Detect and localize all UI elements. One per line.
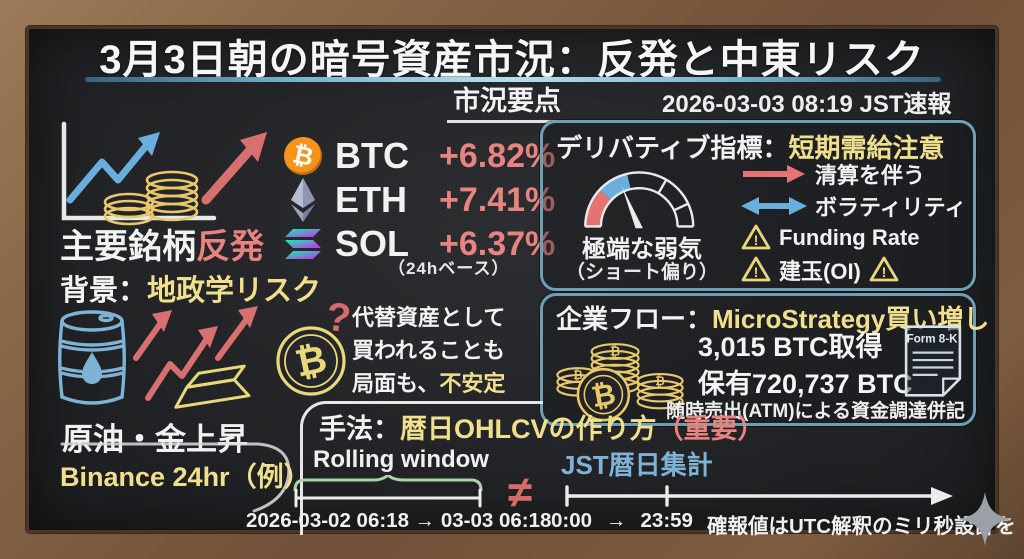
corporate-flow-panel: 企業フロー：MicroStrategy買い増し ₿ ₿ ₿ ₿ 3,015 BT… [540,293,989,426]
volatility-text-1: 清算を伴う [815,162,926,188]
rally-chart-icon [61,121,267,226]
method-accent: 暦日OHLCVの作り方 [400,414,657,444]
funding-rate-text: Funding Rate [779,224,920,250]
eth-icon [291,178,315,222]
derivatives-detail-rows: 清算を伴う ボラティリティ ! Funding Rate [741,159,966,284]
not-equal-sign: ≠ [508,468,533,517]
coin-row-eth: ETH +7.41% [283,178,555,222]
method-important: （重要） [656,414,765,444]
market-heading: 主要銘柄反発 [60,219,264,268]
atm-note: 随時売出(ATM)による資金調達併記 [666,401,965,422]
alt-line-1: 代替資産として [352,305,506,330]
warning-icon: ! [741,256,771,282]
alt-asset-note: 代替資産として 買われることも 局面も、不安定 [352,301,505,400]
derivatives-title: デリバティブ指標：短期需給注意 [556,128,944,165]
chalkboard-surface [26,26,998,533]
sol-icon [285,229,321,259]
background-label: 背景： [60,275,148,307]
alt-line-2: 買われることも [352,338,505,363]
svg-text:!: ! [754,264,759,280]
sparkle-icon [957,491,1013,547]
coin-stack-icon [103,170,199,226]
coin-symbol: SOL [335,223,410,264]
oil-barrel-icon [58,310,126,405]
svg-text:₿: ₿ [610,343,620,358]
alt-line-3-accent: 不安定 [439,371,506,396]
warning-icon: ! [741,224,771,250]
btc-acquired: 3,015 BTC取得 [698,332,883,362]
coin-symbol: ETH [335,179,407,220]
market-heading-accent: 反発 [196,228,264,266]
method-title: 手法：暦日OHLCVの作り方（重要） [319,407,765,446]
coin-symbol: BTC [335,135,409,176]
page-title: 3月3日朝の暗号資産市況：反発と中東リスク [99,38,925,82]
derivatives-title-main: デリバティブ指標： [556,133,789,163]
corporate-title-main: 企業フロー： [556,304,713,334]
coin-change: +6.82% [439,136,556,175]
title-underline [85,77,941,82]
coin-change: +6.37% [439,224,556,263]
warning-icon: ! [869,256,899,282]
volatility-row-1: 清算を伴う [741,159,966,188]
form-8k-document-icon: Form 8-K [904,325,962,397]
svg-text:Form 8-K: Form 8-K [907,333,958,345]
rolling-window-label: Rolling window [313,446,489,473]
svg-text:₿: ₿ [292,338,331,386]
svg-text:!: ! [754,232,759,248]
rolling-brace-icon [293,475,483,491]
svg-text:₿: ₿ [573,369,583,382]
exchange-example: Binance 24hr（例） [60,462,311,492]
svg-text:₿: ₿ [589,378,618,415]
red-arrow-icon [743,164,805,183]
btc-icon: ₿ [280,133,326,179]
double-arrow-icon [741,196,807,215]
volatility-text-2: ボラティリティ [815,194,967,220]
coin-row-sol: SOL +6.37% [283,222,555,266]
jst-end-time: 23:59 [640,509,693,532]
jst-note: 確報値はUTC解釈のミリ秒設計を [706,515,1016,538]
method-label: 手法： [319,414,400,444]
sentiment-gauge-icon [584,171,695,229]
rolling-range-text: 2026-03-02 06:18 → 03-03 06:18 [246,509,552,532]
volatility-row-2: ボラティリティ [741,191,966,220]
jst-start-time: 0:00 [551,509,593,532]
background-accent: 地政学リスク [147,275,322,307]
corporate-btc-figures: 3,015 BTC取得 保有720,737 BTC [698,329,913,403]
coin-row-btc: ₿ BTC +6.82% [280,133,556,179]
bitcoin-question-icon: ₿ [276,326,346,396]
jst-aggregation-label: JST暦日集計 [561,450,713,480]
btc-holdings: 保有720,737 BTC [698,369,913,399]
basis-note: （24hベース） [388,259,510,278]
jst-times-row: 0:00 → 23:59 確報値はUTC解釈のミリ秒設計を [551,509,1016,539]
gauge-caption: 極端な弱気 [582,236,702,263]
alt-line-3: 局面も、不安定 [352,367,505,400]
rolling-range-line [294,488,482,508]
gauge-subcaption: （ショート偏り） [565,262,718,283]
divider-swoosh [60,442,291,513]
svg-text:!: ! [882,264,887,280]
coin-change-list: ₿ BTC +6.82% ETH +7.41% [280,133,556,266]
background-heading: 背景：地政学リスク [60,267,321,309]
alt-line-3-main: 局面も、 [352,371,440,396]
open-interest-text: 建玉(OI) [779,258,861,284]
method-section-border [300,401,543,535]
commodities-heading: 原油・金上昇 [62,422,248,457]
btc-coin-stacks-icon: ₿ ₿ ₿ ₿ [556,343,684,422]
report-timestamp: 2026-03-03 08:19 JST速報 [662,91,952,118]
funding-rate-row: ! Funding Rate [741,223,966,252]
open-interest-row: ! 建玉(OI) ! [741,255,966,284]
section-subtitle: 市況要点 [447,79,567,123]
rising-arrows-gold-icon [133,306,258,409]
svg-text:₿: ₿ [655,375,665,388]
derivatives-panel: デリバティブ指標：短期需給注意 極端な弱気 （ショート偏り） 清算を伴う [540,120,976,291]
coin-change: +7.41% [439,180,556,219]
market-heading-main: 主要銘柄 [60,228,196,266]
jst-timeline-arrow [565,485,953,507]
jst-arrow-glyph: → [606,509,627,532]
derivatives-title-accent: 短期需給注意 [788,133,945,163]
